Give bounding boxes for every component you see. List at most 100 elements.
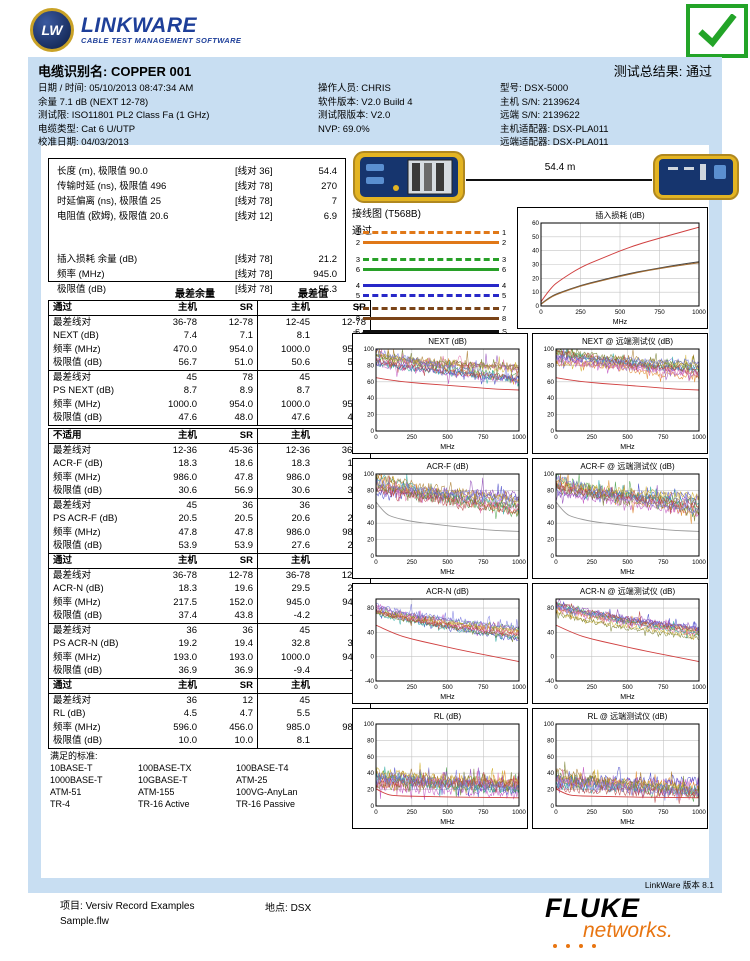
svg-text:20: 20 (547, 537, 554, 544)
svg-text:40: 40 (547, 770, 554, 777)
fluke-wordmark: FLUKE (545, 893, 640, 923)
standards-title: 满足的标准: (50, 751, 98, 761)
svg-text:0: 0 (371, 654, 375, 661)
info-line: 型号: DSX-5000 (500, 83, 569, 94)
table-row: 最差线对45363612 (48, 497, 371, 512)
svg-text:100: 100 (364, 346, 375, 353)
info-line: 远端适配器: DSX-PLA011 (500, 137, 609, 148)
svg-text:250: 250 (407, 434, 418, 441)
svg-text:250: 250 (407, 809, 418, 816)
svg-text:MHz: MHz (440, 569, 455, 576)
svg-text:750: 750 (658, 809, 669, 816)
fluke-networks-logo: FLUKE networks. (545, 895, 725, 948)
project-label: 项目: (60, 901, 83, 912)
svg-text:500: 500 (622, 434, 633, 441)
svg-text:500: 500 (622, 809, 633, 816)
svg-text:20: 20 (547, 412, 554, 419)
wire-line (363, 317, 499, 320)
logo-title: LINKWARE (81, 13, 197, 37)
svg-text:MHz: MHz (620, 694, 635, 701)
standards-grid: 10BASE-T 100BASE-TX 100BASE-T4 1000BASE-T 10… (50, 762, 350, 810)
section-header-row: 不适用主机SR主机SR (48, 428, 371, 444)
svg-text:1000: 1000 (512, 434, 526, 441)
lw-badge-icon: LW (30, 8, 74, 52)
standard-item: 10GBASE-T (138, 775, 188, 785)
svg-text:0: 0 (551, 803, 555, 810)
svg-text:40: 40 (547, 395, 554, 402)
svg-text:0: 0 (551, 553, 555, 560)
svg-text:250: 250 (575, 309, 586, 316)
version-bar: LinkWare 版本 8.1 (28, 878, 722, 893)
svg-text:40: 40 (367, 395, 374, 402)
svg-text:60: 60 (367, 504, 374, 511)
svg-text:750: 750 (478, 684, 489, 691)
summary-row: 长度 (m), 极限值 90.0 [线对 36] 54.4 (57, 166, 337, 177)
wire-line (363, 241, 499, 244)
table-row: ACR-F (dB)18.318.618.319.1 (49, 457, 371, 471)
table-row: 极限值 (dB)30.656.930.630.6 (49, 484, 371, 498)
svg-text:500: 500 (622, 684, 633, 691)
wire-line (363, 231, 499, 234)
svg-text:0: 0 (539, 309, 543, 316)
svg-text:ACR-N @ 远端测试仪 (dB): ACR-N @ 远端测试仪 (dB) (580, 586, 676, 596)
summary-row: 插入损耗 余量 (dB) [线对 78] 21.2 (57, 254, 337, 265)
svg-text:插入损耗 (dB): 插入损耗 (dB) (595, 210, 645, 220)
standard-item: ATM-25 (236, 775, 268, 785)
info-line: 主机 S/N: 2139624 (500, 96, 580, 108)
info-line: 操作人员: CHRIS (318, 83, 391, 94)
wiremap-status: 通过 (352, 226, 372, 237)
project-info: 项目: Versiv Record Examples Sample.flw (60, 899, 195, 929)
table-row: 极限值 (dB)47.648.047.648.0 (49, 411, 371, 425)
table-row: 最差线对36124536 (49, 693, 371, 707)
info-line: 电缆类型: Cat 6 U/UTP (38, 123, 136, 135)
svg-text:80: 80 (547, 737, 554, 744)
svg-text:0: 0 (551, 654, 555, 661)
svg-text:80: 80 (367, 362, 374, 369)
svg-text:250: 250 (407, 559, 418, 566)
svg-text:500: 500 (622, 559, 633, 566)
link-length-label: 54.4 m (544, 162, 576, 173)
info-line: 主机适配器: DSX-PLA011 (500, 123, 609, 135)
svg-text:1000: 1000 (512, 684, 526, 691)
svg-text:60: 60 (532, 220, 539, 227)
measurement-section-table: 通过 主机 SR 主机 SR 最差线对 36-78 12-78 12-45 12-78 NEXT (… (48, 300, 371, 426)
svg-text:0: 0 (371, 428, 375, 435)
wire-line (363, 268, 499, 271)
svg-text:ACR-F (dB): ACR-F (dB) (427, 462, 469, 471)
project-file: Sample.flw (60, 916, 109, 927)
svg-text:20: 20 (367, 787, 374, 794)
standard-item: TR-16 Passive (236, 799, 296, 809)
chart-acrf-main: 0 20 40 60 80 100 0 250 500 750 1000 ACR-F (dB) MHz (352, 458, 528, 579)
svg-text:NEXT @ 远端测试仪 (dB): NEXT @ 远端测试仪 (dB) (582, 336, 673, 346)
info-column-right: 型号: DSX-5000 主机 S/N: 2139624 远端 S/N: 21396… (500, 82, 609, 150)
table-row: 极限值 (dB)53.953.927.627.6 (49, 539, 371, 553)
site-value: DSX (290, 903, 312, 914)
site-label: 地点: (265, 903, 288, 914)
svg-text:10: 10 (532, 289, 539, 296)
info-column-middle: 操作人员: CHRIS 软件版本: V2.0 Build 4 测试限版本: V2.0… (318, 82, 413, 136)
svg-text:750: 750 (658, 559, 669, 566)
svg-text:MHz: MHz (613, 319, 628, 326)
svg-text:20: 20 (547, 787, 554, 794)
result-value: 通过 (685, 64, 712, 79)
svg-text:250: 250 (587, 434, 598, 441)
svg-text:50: 50 (532, 234, 539, 241)
svg-text:80: 80 (367, 487, 374, 494)
svg-text:500: 500 (442, 809, 453, 816)
svg-text:250: 250 (587, 684, 598, 691)
svg-text:250: 250 (587, 809, 598, 816)
svg-text:750: 750 (658, 684, 669, 691)
info-line: 软件版本: V2.0 Build 4 (318, 96, 413, 108)
table-row: PS ACR-N (dB)19.219.432.830.3 (49, 637, 371, 651)
svg-text:1000: 1000 (692, 684, 706, 691)
measurement-section-table: 不适用主机SR主机SR最差线对12-3645-3612-3636-12ACR-F… (48, 428, 371, 554)
